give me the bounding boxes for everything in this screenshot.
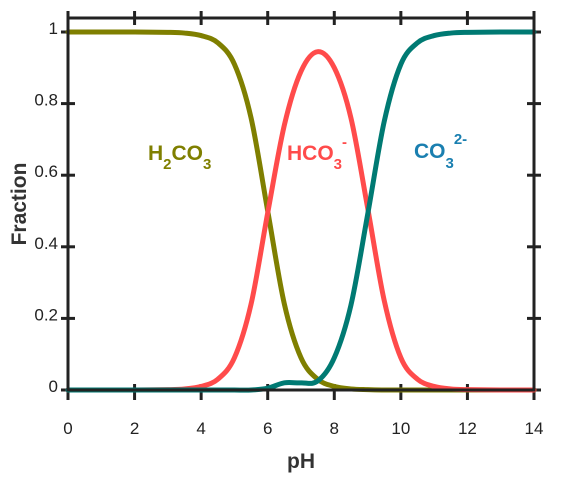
- x-tick-label-0: 0: [63, 419, 72, 438]
- x-tick-label-1: 2: [130, 419, 139, 438]
- x-tick-label-5: 10: [391, 419, 410, 438]
- x-tick-label-7: 14: [525, 419, 544, 438]
- series-label-co3: CO32-: [414, 131, 467, 172]
- series-curves: [65, 29, 537, 393]
- series-line-2: [65, 29, 537, 393]
- y-tick-label-4: 0.8: [34, 91, 58, 110]
- y-tick-label-5: 1: [49, 19, 58, 38]
- y-tick-labels: 0 0.2 0.4 0.6 0.8 1: [34, 19, 58, 396]
- x-tick-label-2: 4: [196, 419, 205, 438]
- series-line-0: [65, 29, 537, 393]
- series-line-1: [65, 49, 537, 393]
- x-tick-label-6: 12: [458, 419, 477, 438]
- series-label-h2co3: H2CO3: [148, 142, 211, 173]
- plot-frame: [66, 16, 536, 392]
- y-tick-label-1: 0.2: [34, 305, 58, 324]
- x-tick-labels: 0 2 4 6 8 10 12 14: [63, 419, 543, 438]
- series-label-hco3: HCO3-: [287, 134, 347, 173]
- y-axis-title: Fraction: [8, 163, 31, 246]
- x-axis-title: pH: [287, 450, 315, 473]
- x-tick-label-3: 6: [263, 419, 272, 438]
- y-tick-label-3: 0.6: [34, 162, 58, 181]
- y-tick-label-0: 0: [49, 377, 58, 396]
- x-tick-label-4: 8: [330, 419, 339, 438]
- y-tick-label-2: 0.4: [34, 234, 58, 253]
